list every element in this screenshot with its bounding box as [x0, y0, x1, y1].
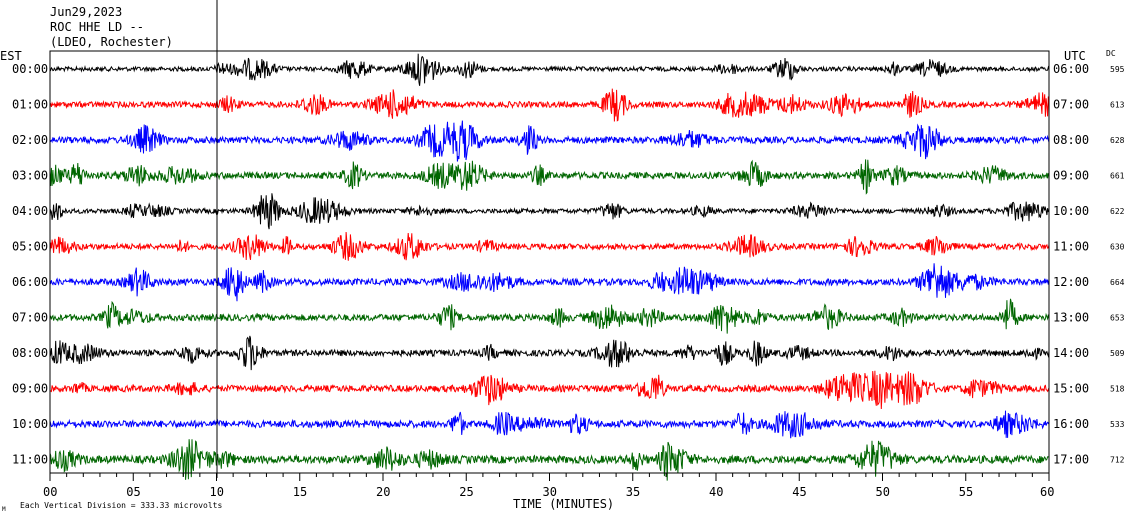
dc-value: 664	[1110, 278, 1125, 287]
dc-value: 712	[1110, 456, 1125, 465]
utc-row-label: 14:00	[1053, 346, 1089, 360]
est-row-label: 11:00	[12, 453, 48, 467]
est-row-label: 09:00	[12, 382, 48, 396]
utc-row-label: 10:00	[1053, 204, 1089, 218]
x-tick-label: 45	[792, 485, 806, 499]
x-tick-label: 00	[43, 485, 57, 499]
x-tick-label: 40	[709, 485, 723, 499]
x-tick-label: 15	[293, 485, 307, 499]
est-row-label: 03:00	[12, 169, 48, 183]
dc-column-label: DC	[1106, 49, 1116, 58]
utc-row-label: 06:00	[1053, 62, 1089, 76]
x-tick-label: 30	[543, 485, 557, 499]
est-row-label: 07:00	[12, 311, 48, 325]
x-tick-label: 60	[1040, 485, 1054, 499]
est-row-label: 06:00	[12, 275, 48, 289]
x-tick-label: 50	[876, 485, 890, 499]
x-tick-label: 20	[376, 485, 390, 499]
dc-value: 613	[1110, 101, 1125, 110]
utc-row-label: 09:00	[1053, 169, 1089, 183]
est-row-label: 05:00	[12, 240, 48, 254]
est-axis-label: EST	[0, 49, 22, 63]
est-row-label: 02:00	[12, 133, 48, 147]
x-axis-title: TIME (MINUTES)	[513, 497, 614, 511]
x-tick-label: 05	[126, 485, 140, 499]
utc-axis-label: UTC	[1064, 49, 1086, 63]
utc-row-label: 12:00	[1053, 275, 1089, 289]
est-row-label: 04:00	[12, 204, 48, 218]
est-row-label: 10:00	[12, 417, 48, 431]
header-date: Jun29,2023	[50, 5, 122, 19]
dc-value: 518	[1110, 385, 1125, 394]
header-station: ROC HHE LD --	[50, 20, 144, 34]
est-row-label: 00:00	[12, 62, 48, 76]
header-network: (LDEO, Rochester)	[50, 35, 173, 49]
corner-mark: M	[2, 506, 6, 513]
dc-value: 628	[1110, 136, 1125, 145]
dc-value: 595	[1110, 65, 1125, 74]
est-row-label: 01:00	[12, 98, 48, 112]
utc-row-label: 17:00	[1053, 453, 1089, 467]
row-label-group: 00:00 06:00 595 01:00 07:00 613 02:00 08:00 628 0…	[12, 62, 1125, 467]
dc-value: 622	[1110, 207, 1125, 216]
x-tick-label: 55	[959, 485, 973, 499]
dc-value: 653	[1110, 314, 1125, 323]
x-tick-label: 10	[210, 485, 224, 499]
utc-row-label: 15:00	[1053, 382, 1089, 396]
scale-footer: Each Vertical Division = 333.33 microvol…	[20, 501, 222, 510]
dc-value: 533	[1110, 420, 1125, 429]
x-tick-label: 25	[459, 485, 473, 499]
x-tick-label: 35	[626, 485, 640, 499]
dc-value: 509	[1110, 349, 1125, 358]
x-tick-group: 00 05 10 15 20 25 30 35 40 45 50 55 60	[43, 473, 1054, 499]
utc-row-label: 11:00	[1053, 240, 1089, 254]
dc-value: 661	[1110, 172, 1125, 181]
utc-row-label: 07:00	[1053, 98, 1089, 112]
est-row-label: 08:00	[12, 346, 48, 360]
utc-row-label: 13:00	[1053, 311, 1089, 325]
utc-row-label: 16:00	[1053, 417, 1089, 431]
utc-row-label: 08:00	[1053, 133, 1089, 147]
dc-value: 630	[1110, 243, 1125, 252]
